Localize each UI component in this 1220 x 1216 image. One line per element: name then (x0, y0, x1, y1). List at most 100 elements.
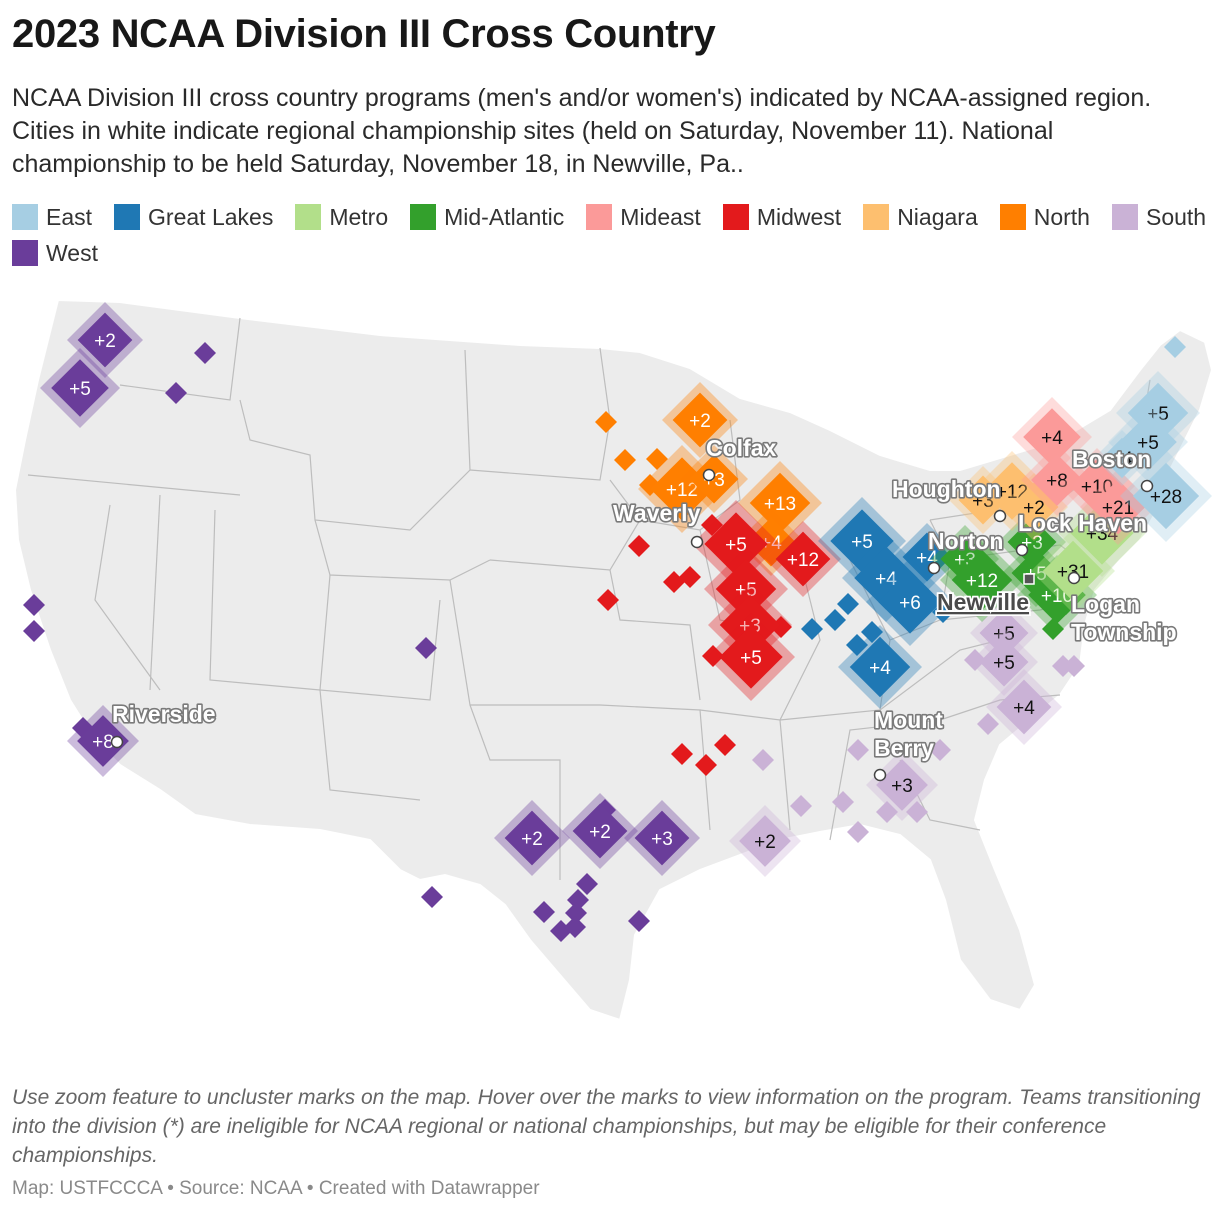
city-label-boston: Boston (1072, 446, 1151, 472)
program-marker[interactable] (565, 902, 587, 924)
city-marker-waverly[interactable] (690, 535, 704, 549)
program-marker[interactable] (23, 594, 45, 616)
program-marker[interactable] (614, 449, 636, 471)
city-marker-newville[interactable] (1023, 573, 1035, 585)
cluster-marker[interactable] (775, 531, 831, 587)
cluster-marker[interactable] (715, 558, 777, 620)
cluster-marker[interactable] (996, 679, 1052, 735)
program-marker[interactable] (679, 566, 701, 588)
program-marker[interactable] (752, 749, 774, 771)
legend-label: West (46, 239, 98, 266)
cluster-marker[interactable] (739, 815, 791, 867)
cluster-marker[interactable] (878, 570, 942, 634)
program-marker[interactable] (847, 821, 869, 843)
program-marker[interactable] (876, 801, 898, 823)
cluster-marker[interactable] (951, 549, 1013, 611)
program-marker[interactable] (801, 618, 823, 640)
city-marker-boston[interactable] (1140, 479, 1154, 493)
cluster-marker[interactable] (979, 637, 1029, 687)
legend-item-niagara[interactable]: Niagara (863, 203, 978, 231)
legend-item-south[interactable]: South (1111, 203, 1206, 231)
program-marker[interactable] (977, 713, 999, 735)
cluster-marker[interactable] (1023, 408, 1081, 466)
cluster-marker[interactable] (704, 512, 768, 576)
us-map[interactable]: +2+5+8+2+2+3+2+12+3+13+4+5+12+5+3+5+5+4+… (0, 290, 1220, 1080)
program-marker[interactable] (701, 514, 723, 536)
program-marker[interactable] (533, 901, 555, 923)
cluster-marker[interactable] (719, 625, 783, 689)
cluster-marker[interactable] (51, 359, 109, 417)
program-marker[interactable] (714, 734, 736, 756)
city-marker-houghton[interactable] (993, 509, 1007, 523)
program-marker[interactable] (628, 535, 650, 557)
cluster-marker[interactable] (1009, 482, 1059, 532)
program-marker[interactable] (1164, 336, 1186, 358)
legend-item-north[interactable]: North (999, 203, 1090, 231)
city-marker-riverside[interactable] (110, 735, 124, 749)
program-marker[interactable] (932, 601, 954, 623)
city-marker-mount-1[interactable] (873, 768, 887, 782)
legend-item-metro[interactable]: Metro (295, 203, 388, 231)
legend-item-great-lakes[interactable]: Great Lakes (114, 203, 273, 231)
city-marker-logan-1[interactable] (1067, 571, 1081, 585)
cluster-marker[interactable] (1101, 437, 1143, 479)
city-label-colfax: Colfax (706, 435, 777, 461)
program-marker[interactable] (695, 754, 717, 776)
cluster-marker[interactable] (77, 312, 133, 368)
program-marker[interactable] (628, 910, 650, 932)
cluster-marker[interactable] (749, 472, 811, 534)
program-marker[interactable] (906, 801, 928, 823)
cluster-marker[interactable] (1132, 462, 1200, 530)
cluster-count-label: +34 (1086, 524, 1119, 545)
cluster-marker[interactable] (1028, 566, 1086, 624)
program-marker[interactable] (832, 791, 854, 813)
cluster-marker[interactable] (1090, 479, 1146, 535)
cluster-marker[interactable] (1042, 540, 1104, 602)
program-marker[interactable] (846, 634, 868, 656)
program-marker[interactable] (861, 621, 883, 643)
cluster-marker[interactable] (849, 636, 911, 698)
cluster-marker[interactable] (672, 392, 728, 448)
program-marker[interactable] (646, 448, 668, 470)
legend-item-west[interactable]: West (12, 239, 98, 267)
city-marker-norton[interactable] (927, 561, 941, 575)
city-marker-colfax[interactable] (702, 468, 716, 482)
cluster-marker[interactable] (504, 810, 560, 866)
program-marker[interactable] (576, 873, 598, 895)
program-marker[interactable] (415, 637, 437, 659)
legend-item-midwest[interactable]: Midwest (722, 203, 841, 231)
program-marker[interactable] (847, 739, 869, 761)
program-marker[interactable] (1042, 618, 1064, 640)
program-marker[interactable] (597, 589, 619, 611)
cluster-marker[interactable] (1031, 454, 1083, 506)
legend-swatch (722, 204, 749, 230)
program-marker[interactable] (671, 743, 693, 765)
program-marker[interactable] (824, 609, 846, 631)
legend-item-east[interactable]: East (12, 203, 92, 231)
program-marker[interactable] (702, 645, 724, 667)
program-marker[interactable] (790, 795, 812, 817)
cluster-count-label: +5 (851, 532, 873, 553)
program-marker[interactable] (421, 886, 443, 908)
cluster-marker[interactable] (77, 715, 129, 767)
program-marker[interactable] (837, 593, 859, 615)
legend-item-mid-atlantic[interactable]: Mid-Atlantic (410, 203, 564, 231)
cluster-marker[interactable] (1070, 501, 1134, 565)
legend-item-mideast[interactable]: Mideast (586, 203, 701, 231)
cluster-marker[interactable] (634, 810, 690, 866)
cluster-count-label: +8 (92, 732, 114, 753)
cluster-marker[interactable] (876, 759, 928, 811)
program-marker[interactable] (1052, 655, 1074, 677)
program-marker[interactable] (929, 739, 951, 761)
program-marker[interactable] (595, 411, 617, 433)
cluster-marker[interactable] (689, 454, 739, 504)
cluster-marker[interactable] (572, 803, 628, 859)
program-marker[interactable] (564, 916, 586, 938)
program-marker[interactable] (165, 382, 187, 404)
program-marker[interactable] (964, 649, 986, 671)
cluster-marker[interactable] (979, 608, 1029, 658)
program-marker[interactable] (23, 620, 45, 642)
program-marker[interactable] (194, 342, 216, 364)
cluster-count-label: +2 (589, 822, 611, 843)
city-marker-lock-haven[interactable] (1015, 543, 1029, 557)
